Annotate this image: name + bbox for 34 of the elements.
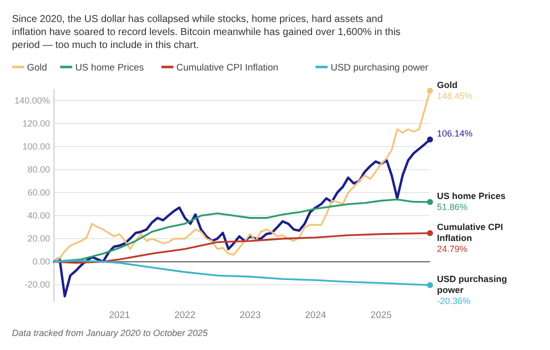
text: US home Prices bbox=[437, 190, 506, 201]
y-tick-label: 0.00 bbox=[32, 256, 50, 267]
annotation: 148.45% bbox=[437, 90, 473, 101]
legend-label: Cumulative CPI Inflation bbox=[176, 62, 278, 74]
x-tick-label: 2021 bbox=[108, 310, 130, 321]
x-tick-label: 2024 bbox=[305, 310, 326, 321]
text: Gold bbox=[437, 80, 458, 90]
annotation: -20.36% bbox=[437, 296, 471, 306]
point bbox=[427, 230, 433, 236]
y-tick-label: 140.00% bbox=[14, 96, 50, 106]
annotation: 51.86% bbox=[437, 202, 468, 212]
text: USD purchasing power bbox=[437, 274, 508, 296]
y-tick-label: 80.00 bbox=[27, 164, 50, 175]
legend-label: Gold bbox=[27, 62, 48, 74]
legend-label: USD purchasing power bbox=[330, 62, 428, 74]
legend-label: US home Prices bbox=[75, 62, 144, 74]
annotation: 24.79% bbox=[437, 244, 468, 254]
y-tick-label: -20.00 bbox=[24, 280, 50, 290]
y-tick-label: 20.00 bbox=[27, 234, 50, 244]
text: Cumulative CPI Inflation bbox=[437, 222, 504, 244]
chart-subtitle: Since 2020, the US dollar has collapsed while stocks, home prices, hard assets and inflation have soared to record levels. Bitcoin meanwhile has gained over 1,600% in this period — too much to include in this chart. bbox=[12, 14, 401, 51]
x-tick-label: 2023 bbox=[240, 310, 261, 321]
y-tick-label: 120.00 bbox=[22, 118, 50, 129]
point bbox=[427, 282, 433, 288]
x-tick-label: 2022 bbox=[174, 310, 196, 321]
point bbox=[427, 136, 433, 142]
text: Data tracked from January 2020 to October 2025 bbox=[12, 328, 209, 338]
point bbox=[427, 88, 433, 94]
x-tick-label: 2025 bbox=[370, 310, 392, 321]
point bbox=[427, 198, 433, 205]
y-tick-label: 40.00 bbox=[27, 210, 50, 221]
y-tick-label: 60.00 bbox=[27, 188, 50, 198]
y-tick-label: 100.00 bbox=[22, 142, 50, 152]
annotation: 106.14% bbox=[437, 128, 473, 138]
